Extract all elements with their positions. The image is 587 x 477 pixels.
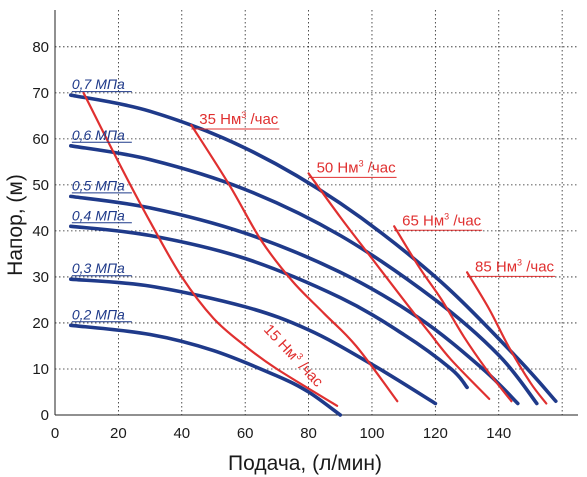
airflow-curve-1 (190, 124, 399, 403)
pressure-label: 0,4 МПа (72, 207, 125, 223)
pressure-curve-0 (69, 93, 558, 403)
airflow-curve-0 (82, 91, 339, 407)
y-tick-label: 10 (32, 361, 49, 378)
y-tick-label: 70 (32, 85, 49, 102)
pressure-label: 0,7 МПа (72, 76, 125, 92)
pressure-label: 0,5 МПа (72, 177, 125, 193)
pressure-label: 0,6 МПа (72, 127, 125, 143)
x-tick-labels: 0 20 40 60 80 100 120 140 (51, 425, 511, 442)
x-tick-label: 60 (237, 425, 254, 442)
x-tick-label: 140 (486, 425, 511, 442)
y-axis-title: Напор, (м) (4, 174, 27, 276)
airflow-curves (82, 91, 548, 407)
x-tick-label: 100 (359, 425, 384, 442)
grid-lines (54, 10, 578, 416)
x-tick-label: 0 (51, 425, 59, 442)
pressure-label: 0,2 МПа (72, 306, 125, 322)
airflow-curve-3 (393, 225, 513, 403)
pressure-curve-1 (69, 144, 539, 406)
airflow-label: 50 Нм3 /час (317, 158, 397, 176)
y-tick-label: 30 (32, 269, 49, 286)
pressure-curve-3 (69, 224, 469, 390)
y-tick-label: 80 (32, 39, 49, 56)
y-tick-labels: 0 10 20 30 40 50 60 70 80 (32, 39, 49, 424)
x-tick-label: 80 (300, 425, 317, 442)
x-tick-label: 20 (110, 425, 127, 442)
pressure-curve-5 (69, 323, 343, 417)
series-labels: 0,7 МПа 0,6 МПа 0,5 МПа 0,4 МПа 0,3 МПа 0,2 М… (71, 76, 556, 391)
y-tick-label: 60 (32, 131, 49, 148)
y-tick-label: 20 (32, 315, 49, 332)
x-tick-label: 40 (173, 425, 190, 442)
y-tick-label: 40 (32, 223, 49, 240)
pressure-curves (69, 93, 558, 417)
airflow-curve-4 (466, 271, 548, 405)
pressure-curve-4 (69, 277, 438, 406)
y-tick-label: 0 (41, 407, 49, 424)
pressure-curve-2 (69, 194, 520, 406)
y-tick-label: 50 (32, 177, 49, 194)
airflow-label: 35 Нм3 /час (199, 110, 279, 128)
airflow-label: 85 Нм3 /час (475, 257, 555, 275)
x-axis-title: Подача, (л/мин) (228, 452, 382, 475)
airflow-curve-2 (307, 172, 491, 400)
airflow-label: 65 Нм3 /час (402, 211, 482, 229)
pressure-label: 0,3 МПа (72, 260, 125, 276)
x-tick-label: 120 (423, 425, 448, 442)
